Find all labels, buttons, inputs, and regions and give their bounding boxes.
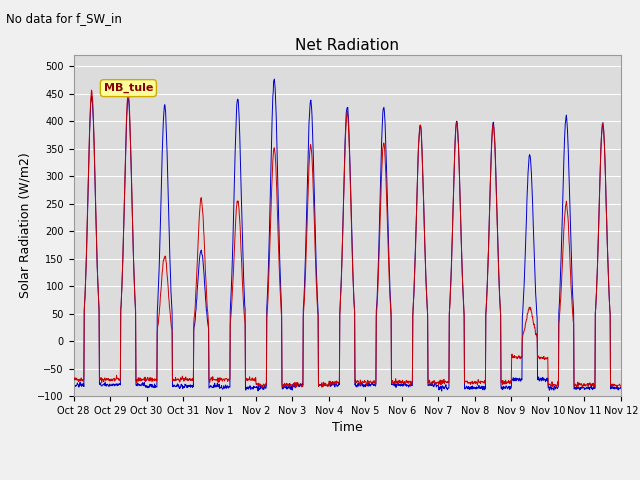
X-axis label: Time: Time [332,421,363,434]
Y-axis label: Solar Radiation (W/m2): Solar Radiation (W/m2) [19,153,32,299]
Text: MB_tule: MB_tule [104,83,153,93]
Title: Net Radiation: Net Radiation [295,37,399,53]
Text: No data for f_SW_in: No data for f_SW_in [6,12,122,25]
